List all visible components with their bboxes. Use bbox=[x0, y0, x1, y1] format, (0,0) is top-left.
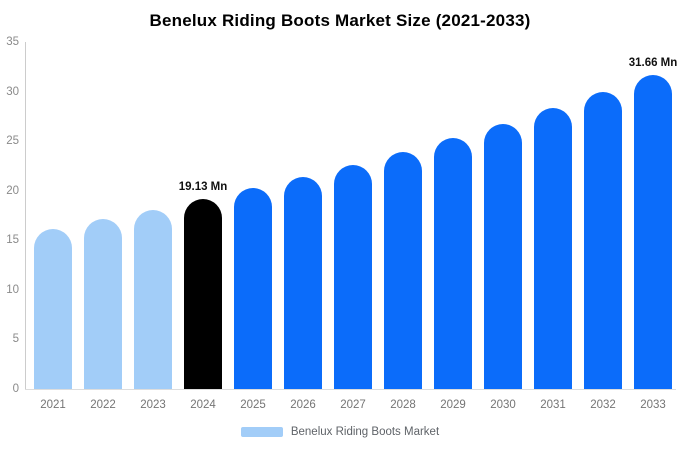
x-axis-label-2029: 2029 bbox=[440, 399, 466, 411]
x-axis-label-2032: 2032 bbox=[590, 399, 616, 411]
value-label-2024: 19.13 Mn bbox=[178, 181, 228, 194]
y-axis-tick-label-25: 25 bbox=[6, 135, 19, 148]
legend[interactable]: Benelux Riding Boots Market bbox=[0, 426, 680, 438]
x-axis-label-2033: 2033 bbox=[640, 399, 666, 411]
x-axis-baseline bbox=[25, 389, 676, 390]
legend-swatch-icon bbox=[240, 427, 283, 437]
bar-2024[interactable] bbox=[184, 199, 222, 389]
bar-2031[interactable] bbox=[534, 108, 572, 389]
bar-2025[interactable] bbox=[234, 188, 272, 389]
bar-2028[interactable] bbox=[384, 151, 422, 389]
x-axis-label-2023: 2023 bbox=[140, 399, 166, 411]
bar-2022[interactable] bbox=[84, 219, 122, 389]
y-axis-line bbox=[25, 42, 26, 389]
y-axis-tick-label-0: 0 bbox=[12, 383, 19, 395]
y-axis-tick-label-15: 15 bbox=[6, 234, 19, 247]
x-axis-label-2021: 2021 bbox=[40, 399, 66, 411]
bar-2030[interactable] bbox=[484, 123, 522, 389]
legend-label: Benelux Riding Boots Market bbox=[290, 426, 440, 438]
bar-2027[interactable] bbox=[334, 164, 372, 389]
x-axis-label-2022: 2022 bbox=[90, 399, 116, 411]
x-axis-label-2031: 2031 bbox=[540, 399, 566, 411]
x-axis-label-2026: 2026 bbox=[290, 399, 316, 411]
chart-title: Benelux Riding Boots Market Size (2021-2… bbox=[149, 11, 531, 30]
x-axis-label-2024: 2024 bbox=[190, 399, 216, 411]
x-axis-label-2030: 2030 bbox=[490, 399, 516, 411]
x-axis-label-2025: 2025 bbox=[240, 399, 266, 411]
x-axis-label-2027: 2027 bbox=[340, 399, 366, 411]
bar-2033[interactable] bbox=[634, 75, 672, 389]
bar-2029[interactable] bbox=[434, 138, 472, 389]
y-axis-tick-label-10: 10 bbox=[6, 283, 19, 296]
y-axis-tick-label-30: 30 bbox=[6, 85, 19, 98]
bar-2023[interactable] bbox=[134, 209, 172, 389]
x-axis-label-2028: 2028 bbox=[390, 399, 416, 411]
bar-2026[interactable] bbox=[284, 176, 322, 389]
bar-2032[interactable] bbox=[584, 92, 622, 389]
y-axis-tick-label-35: 35 bbox=[6, 36, 19, 48]
y-axis-tick-label-5: 5 bbox=[12, 333, 19, 346]
y-axis-tick-label-20: 20 bbox=[6, 184, 19, 197]
value-label-2033: 31.66 Mn bbox=[628, 57, 678, 70]
bar-2021[interactable] bbox=[34, 228, 72, 389]
